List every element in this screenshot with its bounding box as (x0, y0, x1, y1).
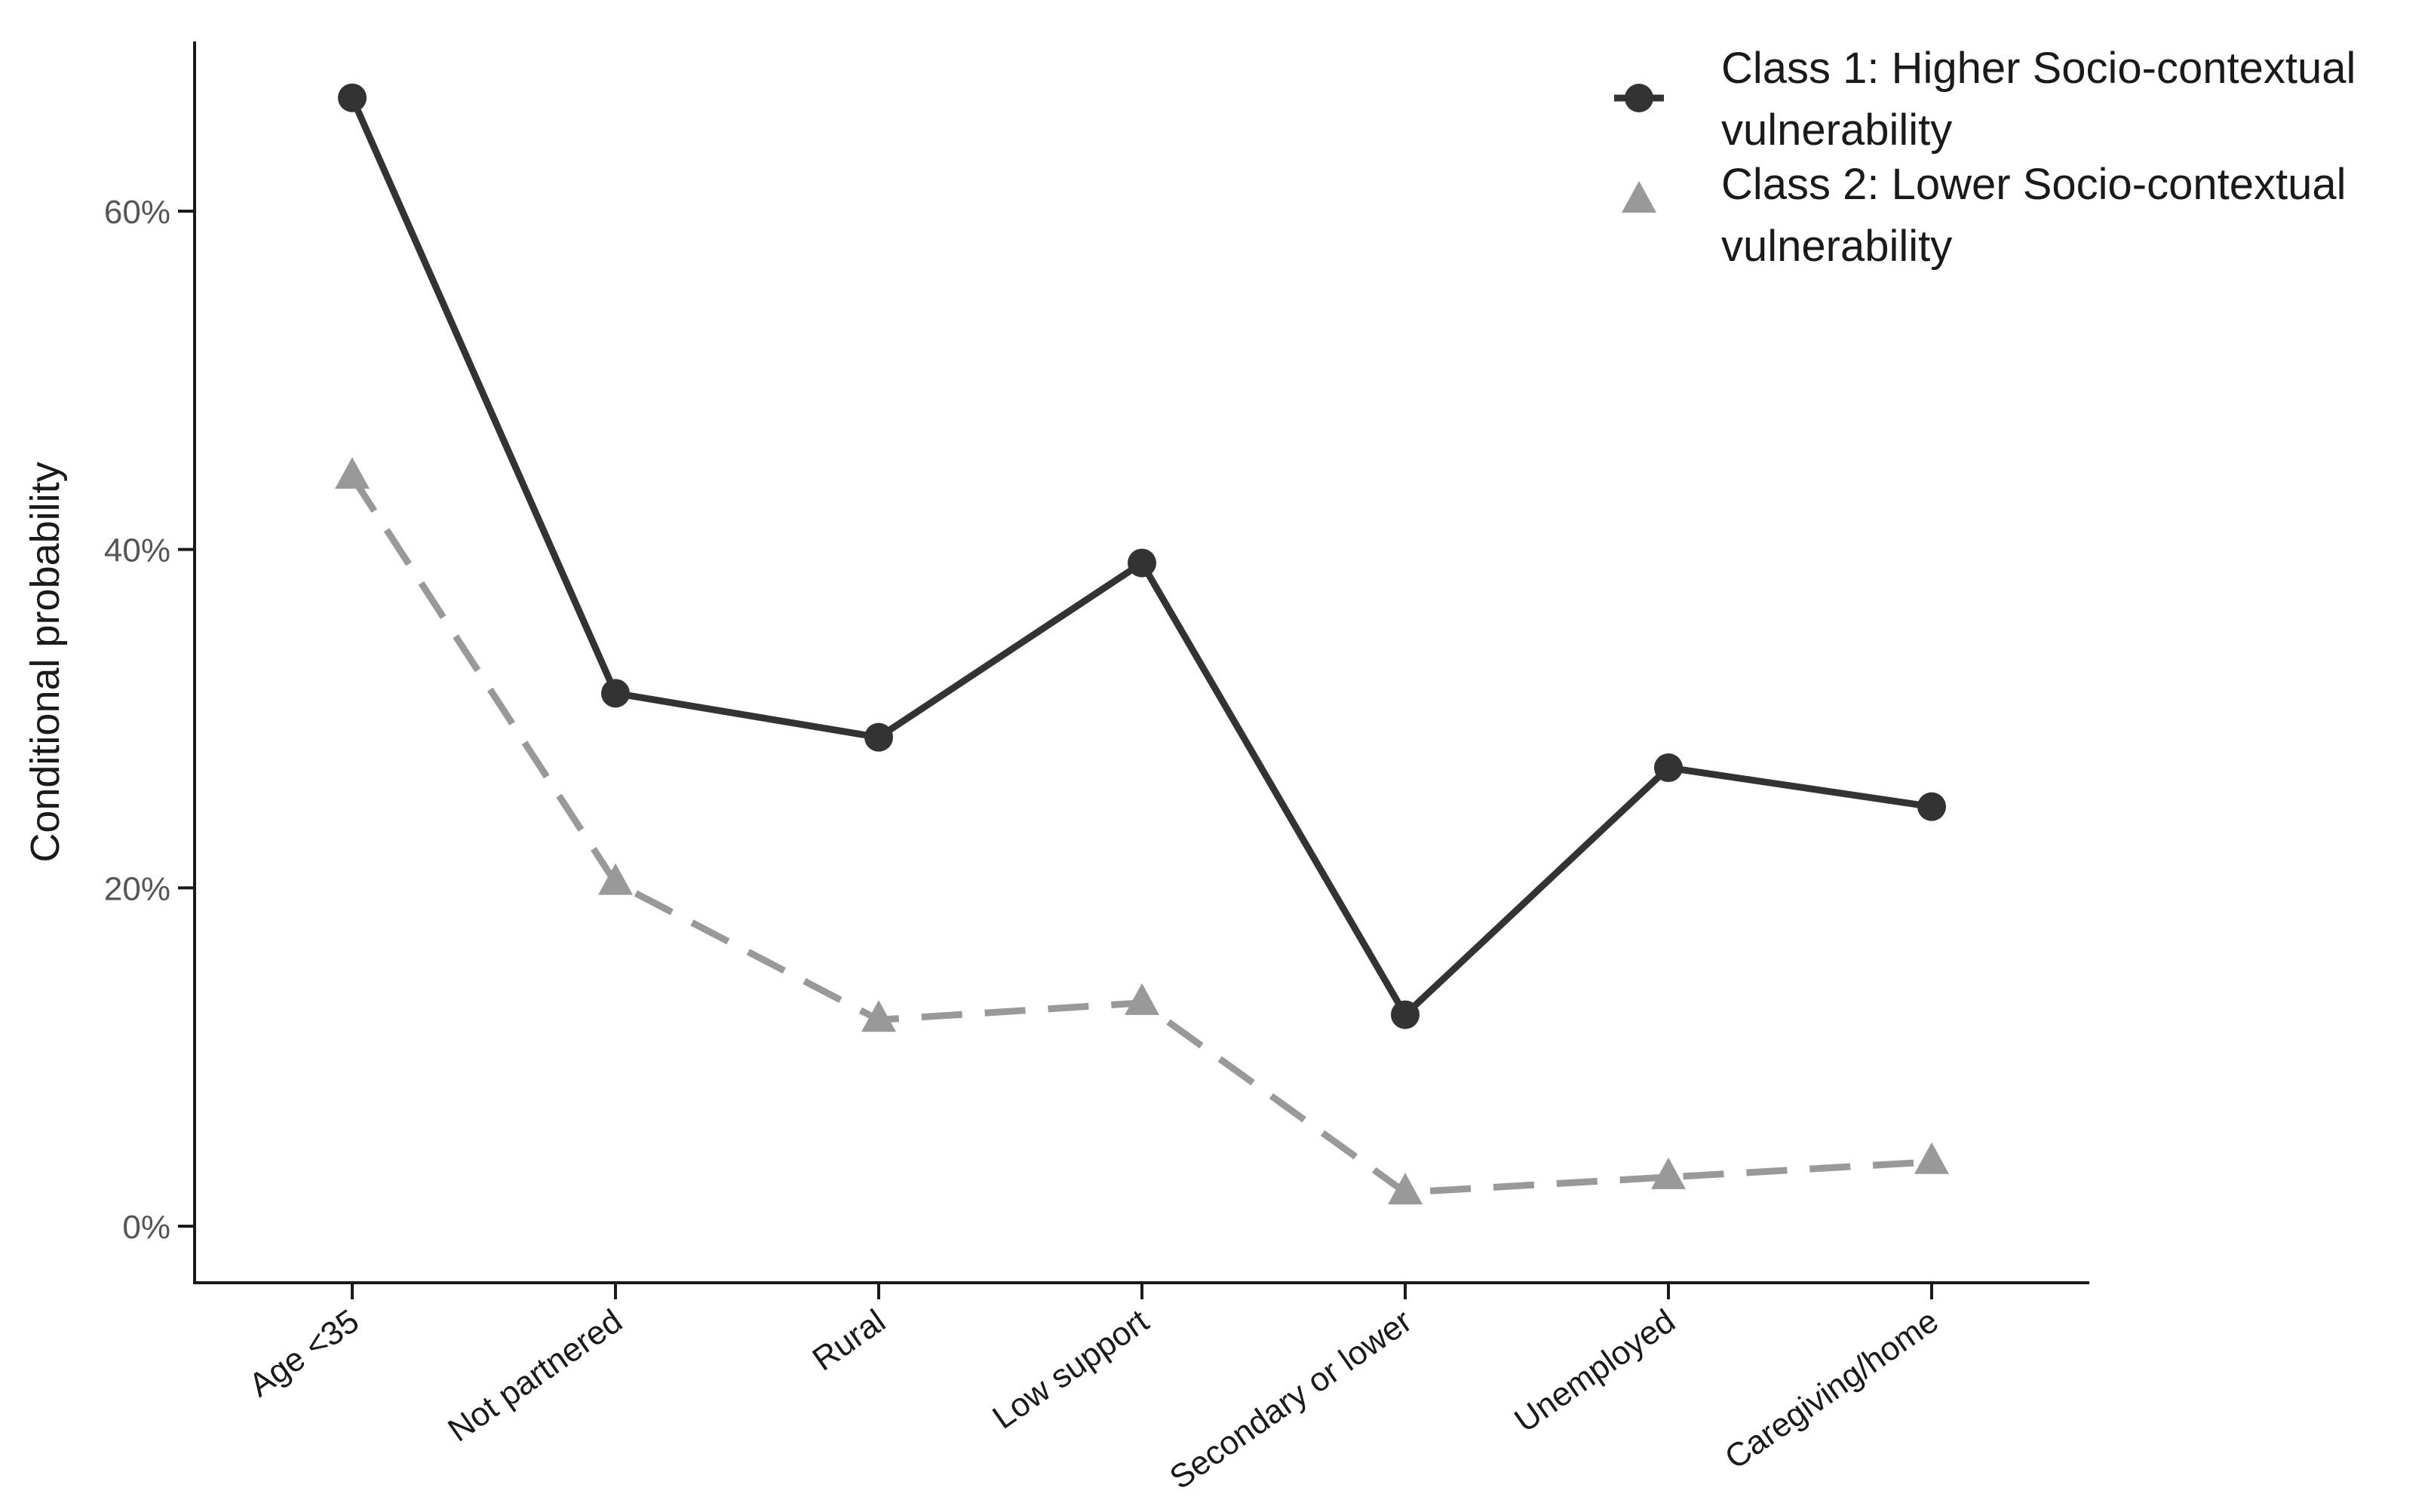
legend: Class 1: Higher Socio-contextual vulnerab… (1614, 44, 2356, 271)
series-2-point (1651, 1157, 1686, 1189)
series-2-point (598, 863, 633, 895)
y-tick-label: 40% (104, 532, 170, 569)
legend-label-1-line-2: vulnerability (1721, 106, 1952, 155)
y-tick-label: 20% (104, 870, 170, 907)
legend-label-2-line-2: vulnerability (1721, 222, 1952, 271)
legend-label-2-line-1: Class 2: Lower Socio-contextual (1721, 160, 2347, 209)
y-ticks: 0% 20% 40% 60% (104, 194, 195, 1246)
legend-marker-triangle (1622, 180, 1656, 213)
y-axis-title: Conditional probability (23, 462, 68, 862)
series-2-point (1914, 1142, 1949, 1174)
series-1-point (1654, 753, 1683, 783)
series-1-point (338, 83, 367, 112)
legend-label-1-line-1: Class 1: Higher Socio-contextual (1721, 44, 2356, 93)
series-layer (335, 83, 1949, 1205)
x-tick-label: Low support (986, 1302, 1155, 1437)
series-2-point (861, 1000, 896, 1032)
series-1-point (601, 679, 630, 708)
y-tick-label: 60% (104, 194, 170, 231)
x-ticks: Age <35 Not partnered Rural Low support Seco… (242, 1283, 1945, 1497)
series-2-point (1125, 983, 1159, 1015)
series-1-point (1128, 548, 1156, 578)
x-tick-label: Rural (806, 1302, 892, 1378)
x-tick-label: Age <35 (242, 1302, 365, 1404)
legend-marker-circle (1625, 84, 1653, 112)
series-1-point (1917, 792, 1946, 821)
series-2-point (335, 457, 370, 489)
x-tick-label: Caregiving/home (1718, 1302, 1945, 1477)
x-tick-label: Secondary or lower (1163, 1302, 1419, 1497)
series-2-point (1388, 1173, 1423, 1205)
series-1-point (1391, 1000, 1420, 1029)
series-line-2 (349, 474, 1932, 1196)
x-tick-label: Not partnered (441, 1302, 629, 1449)
y-tick-label: 0% (122, 1209, 170, 1246)
series-1-point (864, 722, 893, 752)
x-tick-label: Unemployed (1508, 1302, 1681, 1440)
